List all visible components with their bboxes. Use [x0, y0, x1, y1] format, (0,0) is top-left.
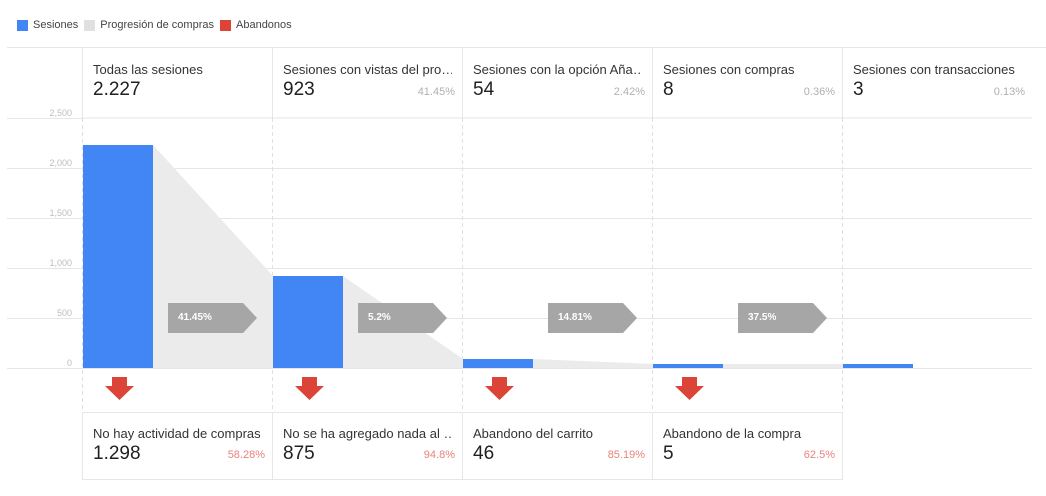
stage-product-views[interactable]: Sesiones con vistas del pro… 923 41.45% — [272, 48, 462, 118]
legend-item-sessions[interactable]: Sesiones — [17, 19, 78, 31]
stage-percent: 0.13% — [993, 86, 1025, 98]
stage-name: Todas las sesiones — [93, 62, 203, 77]
top-divider — [7, 47, 1046, 48]
stage-percent: 0.36% — [803, 86, 835, 98]
stage-value: 8 — [663, 79, 674, 100]
step-conversion-label: 14.81% — [558, 312, 592, 323]
stage-name: Sesiones con transacciones — [853, 62, 1015, 77]
stage-percent: 2.42% — [613, 86, 645, 98]
abandon-arrows — [105, 377, 704, 400]
bar-add-to-cart — [463, 359, 533, 368]
y-tick-label: 1,500 — [49, 208, 72, 218]
dropoff-percent: 62.5% — [803, 449, 835, 461]
dropoff-no-shopping-activity[interactable]: No hay actividad de compras 1.298 58.28% — [82, 412, 272, 480]
y-tick-label: 500 — [56, 308, 72, 318]
dropoff-no-cart-addition[interactable]: No se ha agregado nada al … 875 94.8% — [272, 412, 462, 480]
stage-add-to-cart[interactable]: Sesiones con la opción Aña… 54 2.42% — [462, 48, 652, 118]
stage-checkout[interactable]: Sesiones con compras 8 0.36% — [652, 48, 842, 118]
y-tick-label: 1,000 — [49, 258, 72, 268]
stage-value: 3 — [853, 79, 864, 100]
dropoff-name: No se ha agregado nada al … — [283, 426, 452, 441]
dropoff-value: 46 — [473, 443, 495, 464]
dropoff-value: 1.298 — [93, 443, 141, 464]
bar-all-sessions — [83, 145, 153, 368]
y-tick-label: 0 — [66, 358, 72, 368]
stage-percent: 41.45% — [417, 86, 455, 98]
dropoff-name: Abandono del carrito — [473, 426, 593, 441]
bar-product-views — [273, 276, 343, 368]
stage-value: 2.227 — [93, 79, 141, 100]
dropoff-percent: 58.28% — [227, 449, 265, 461]
y-tick-label: 2,500 — [49, 108, 72, 118]
dropoff-checkout-abandonment[interactable]: Abandono de la compra 5 62.5% — [652, 412, 843, 480]
step-conversion-label: 5.2% — [368, 312, 391, 323]
stage-value: 923 — [283, 79, 315, 100]
dropoff-name: Abandono de la compra — [663, 426, 802, 441]
progression-shading — [153, 145, 843, 368]
dropoff-cart-abandonment[interactable]: Abandono del carrito 46 85.19% — [462, 412, 652, 480]
legend-swatch-progression — [84, 19, 96, 31]
dropoff-value: 875 — [283, 443, 315, 464]
legend-swatch-abandons — [220, 19, 231, 31]
step-conversion-label: 37.5% — [748, 312, 777, 323]
session-bars — [83, 145, 913, 368]
legend-label: Sesiones — [33, 19, 79, 31]
dropoff-value: 5 — [663, 443, 674, 464]
legend-item-abandons[interactable]: Abandonos — [220, 19, 292, 31]
stage-value: 54 — [473, 79, 495, 100]
stage-name: Sesiones con la opción Aña… — [473, 62, 642, 77]
stage-name: Sesiones con vistas del pro… — [283, 62, 452, 77]
stage-all-sessions[interactable]: Todas las sesiones 2.227 — [82, 48, 272, 118]
bar-checkout — [653, 364, 723, 368]
dropoff-percent: 85.19% — [607, 449, 645, 461]
dropoff-percent: 94.8% — [423, 449, 455, 461]
chart-legend: Sesiones Progresión de compras Abandonos — [17, 18, 298, 32]
dropoff-name: No hay actividad de compras — [93, 426, 261, 441]
legend-swatch-sessions — [17, 19, 28, 31]
legend-label: Abandonos — [236, 19, 292, 31]
legend-item-progression[interactable]: Progresión de compras — [84, 19, 214, 31]
step-arrows — [168, 303, 827, 333]
legend-label: Progresión de compras — [100, 19, 214, 31]
bar-transactions — [843, 364, 913, 368]
gridlines — [7, 118, 1032, 369]
step-conversion-label: 41.45% — [178, 312, 212, 323]
stage-transactions[interactable]: Sesiones con transacciones 3 0.13% — [842, 48, 1032, 118]
stage-name: Sesiones con compras — [663, 62, 795, 77]
y-tick-label: 2,000 — [49, 158, 72, 168]
